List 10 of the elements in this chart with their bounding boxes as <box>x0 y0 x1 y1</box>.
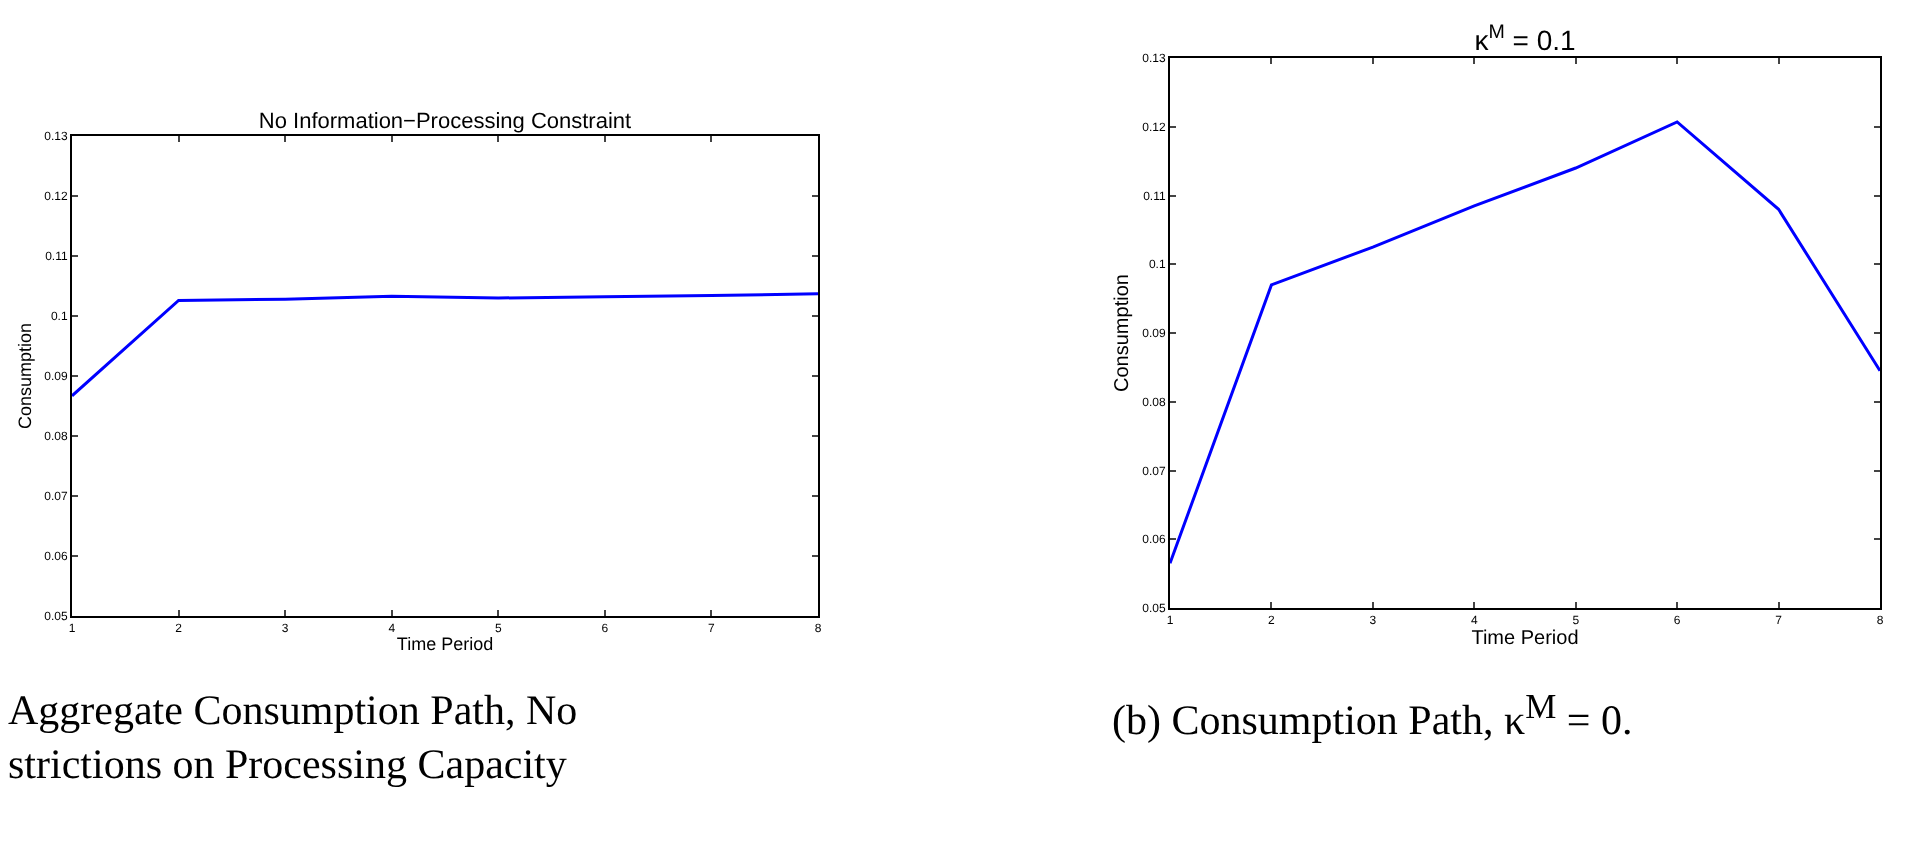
chart-title: κ$^{M}$ = 0.1 <box>1474 22 1577 56</box>
text: Aggregate Consumption Path, No strictions on Processing Capacity <box>8 684 578 793</box>
chart-title: No Information−Processing Constraint <box>258 110 632 134</box>
y-axis-title: Consumption <box>1112 274 1135 392</box>
line-series <box>72 292 818 398</box>
x-axis-title: Time Period <box>396 634 494 654</box>
text: (b) Consumption Path, κ$^{M}$ = 0. <box>1112 684 1633 748</box>
line-series <box>1170 120 1880 565</box>
y-axis-title: Consumption <box>14 322 35 430</box>
x-axis-title: Time Period <box>1471 628 1579 651</box>
